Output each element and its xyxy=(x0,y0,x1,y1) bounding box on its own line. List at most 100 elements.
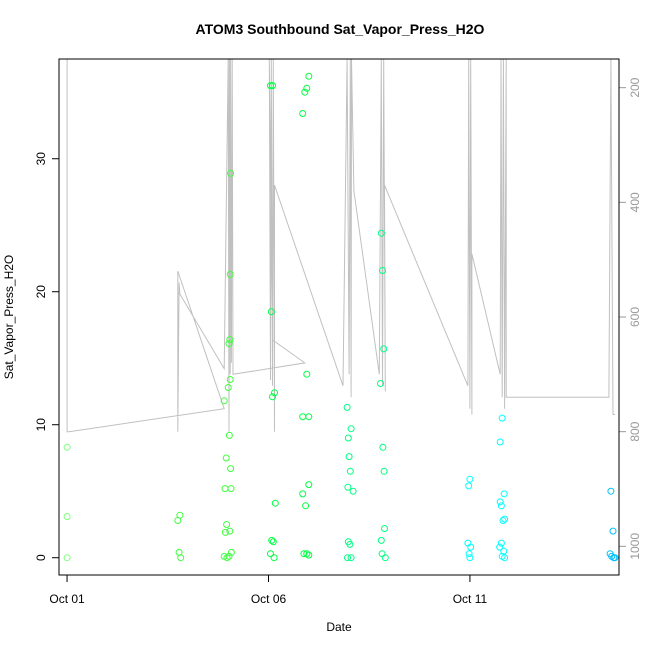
data-point xyxy=(377,380,384,387)
data-point xyxy=(302,502,310,510)
data-point xyxy=(177,554,185,562)
data-point xyxy=(346,467,354,475)
data-point xyxy=(347,554,355,562)
data-point xyxy=(227,169,235,177)
data-point xyxy=(221,485,229,493)
data-point xyxy=(305,481,313,489)
data-point xyxy=(299,413,307,421)
data-point xyxy=(299,110,307,117)
data-point xyxy=(305,413,313,421)
y2-tick-label: 400 xyxy=(628,192,642,212)
y-axis-label: Sat_Vapor_Press_H2O xyxy=(2,255,16,380)
data-point xyxy=(303,370,311,378)
data-point xyxy=(225,340,233,348)
data-point xyxy=(501,515,509,523)
data-point xyxy=(305,72,313,80)
data-point xyxy=(501,554,509,562)
data-point xyxy=(498,414,506,422)
data-point xyxy=(497,502,505,510)
data-point xyxy=(269,393,276,401)
data-point xyxy=(299,490,307,498)
data-point xyxy=(300,550,308,558)
data-point xyxy=(224,384,232,391)
data-point xyxy=(609,527,617,535)
data-point xyxy=(305,551,313,559)
data-point xyxy=(496,543,504,551)
pressure-profile-polyline xyxy=(66,59,615,433)
data-point xyxy=(176,511,184,519)
data-point xyxy=(380,345,388,353)
data-point xyxy=(381,525,388,532)
data-point xyxy=(226,376,234,383)
data-point xyxy=(343,403,351,411)
data-point xyxy=(221,528,229,536)
data-point xyxy=(496,498,504,506)
data-point xyxy=(223,554,231,562)
data-point xyxy=(344,434,352,442)
data-point xyxy=(301,88,309,96)
x-tick-label: Oct 11 xyxy=(453,592,488,606)
plot-frame xyxy=(58,58,620,576)
x-axis-label: Date xyxy=(326,620,352,634)
data-point xyxy=(496,438,504,446)
data-point xyxy=(269,82,276,90)
data-point xyxy=(379,267,386,274)
data-point xyxy=(226,527,234,535)
data-point xyxy=(381,554,389,562)
data-point xyxy=(465,482,473,490)
data-point xyxy=(347,425,355,433)
y2-tick-label: 800 xyxy=(628,421,642,441)
data-point xyxy=(268,536,276,544)
y2-tick-label: 1000 xyxy=(628,533,642,560)
data-point xyxy=(270,554,278,562)
y-tick-label: 10 xyxy=(34,418,48,432)
data-point xyxy=(465,550,473,558)
y-tick-label: 0 xyxy=(34,554,48,561)
pressure-profile-line xyxy=(66,59,615,433)
data-point xyxy=(267,550,274,558)
data-point xyxy=(63,513,71,520)
data-point xyxy=(379,443,387,451)
data-point xyxy=(223,521,231,528)
data-point xyxy=(271,499,279,507)
data-point xyxy=(500,490,508,498)
data-point xyxy=(344,483,352,491)
data-points xyxy=(63,72,619,562)
data-point xyxy=(303,84,311,92)
y2-tick-label: 600 xyxy=(628,307,642,327)
data-point xyxy=(378,550,386,558)
y2-tick-label: 200 xyxy=(628,77,642,97)
data-point xyxy=(226,270,234,278)
data-point xyxy=(63,443,71,451)
data-point xyxy=(267,308,275,316)
data-point xyxy=(377,229,385,237)
data-point xyxy=(380,467,388,475)
data-point xyxy=(466,554,474,562)
data-point xyxy=(267,82,274,90)
data-point xyxy=(349,487,357,495)
data-point xyxy=(225,552,233,560)
x-tick-label: Oct 01 xyxy=(49,592,85,606)
data-point xyxy=(271,389,278,397)
chart-title: ATOM3 Southbound Sat_Vapor_Press_H2O xyxy=(196,21,485,37)
data-point xyxy=(467,543,475,551)
data-point xyxy=(345,453,353,461)
data-point xyxy=(497,539,505,547)
data-point xyxy=(225,431,233,439)
data-point xyxy=(346,540,354,548)
data-point xyxy=(466,475,474,483)
y-tick-label: 20 xyxy=(34,285,48,299)
data-point xyxy=(499,517,507,524)
y-tick-label: 30 xyxy=(34,152,48,166)
data-point xyxy=(227,465,235,473)
data-point xyxy=(303,550,311,558)
data-point xyxy=(222,454,230,462)
data-point xyxy=(227,485,235,493)
x-tick-label: Oct 06 xyxy=(251,592,287,606)
data-point xyxy=(226,336,234,344)
data-point xyxy=(377,536,385,544)
data-point xyxy=(344,554,351,562)
axes: 0 10 20 30 200 400 600 800 1000 Oct 01 Oct 06 Oct 1… xyxy=(34,77,642,606)
data-point xyxy=(607,487,615,495)
data-point xyxy=(63,554,71,562)
